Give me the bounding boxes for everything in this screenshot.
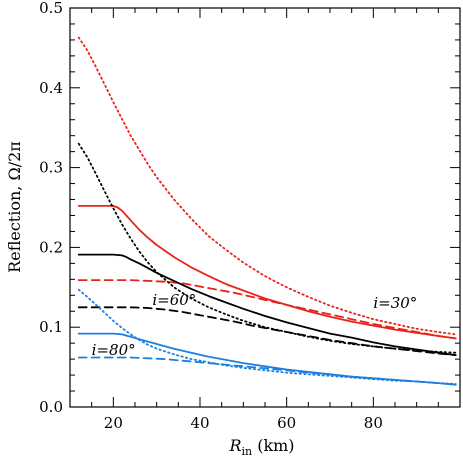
x-axis-unit: (km) — [252, 436, 294, 455]
plot-lines — [77, 36, 457, 386]
series-red-dotted — [77, 36, 457, 336]
y-tick-label: 0.1 — [39, 318, 63, 336]
series-black-solid — [77, 253, 457, 357]
x-tick-label: 80 — [364, 414, 383, 432]
inclination-label: i=80° — [92, 341, 136, 359]
tick-labels: 20 40 60 80 0.0 0.1 0.2 0.3 0.4 0.5 — [39, 0, 383, 432]
axis-ticks — [70, 8, 460, 407]
series-blue-dotted — [77, 288, 457, 385]
y-axis-title: Reflection, Ω/2π — [5, 141, 24, 273]
series-red-solid — [77, 204, 457, 340]
x-tick-label: 20 — [104, 414, 123, 432]
series-red-dashed — [77, 279, 457, 340]
x-tick-label: 60 — [277, 414, 296, 432]
x-tick-label: 40 — [190, 414, 209, 432]
x-axis-var: R — [228, 436, 241, 455]
series-black-dotted — [77, 142, 457, 354]
y-tick-label: 0.0 — [39, 398, 63, 416]
inclination-label: i=30° — [373, 294, 417, 312]
inclination-label: i=60° — [152, 291, 196, 309]
series-blue-dashed — [77, 356, 457, 386]
y-tick-label: 0.3 — [39, 159, 63, 177]
series-black-dashed — [77, 306, 457, 357]
annotations: i=30° i=60° i=80° — [92, 291, 418, 359]
x-axis-title: Rin (km) — [228, 436, 294, 458]
y-tick-label: 0.4 — [39, 79, 63, 97]
y-tick-label: 0.5 — [39, 0, 63, 17]
x-axis-sub: in — [242, 445, 253, 458]
y-tick-label: 0.2 — [39, 238, 63, 256]
